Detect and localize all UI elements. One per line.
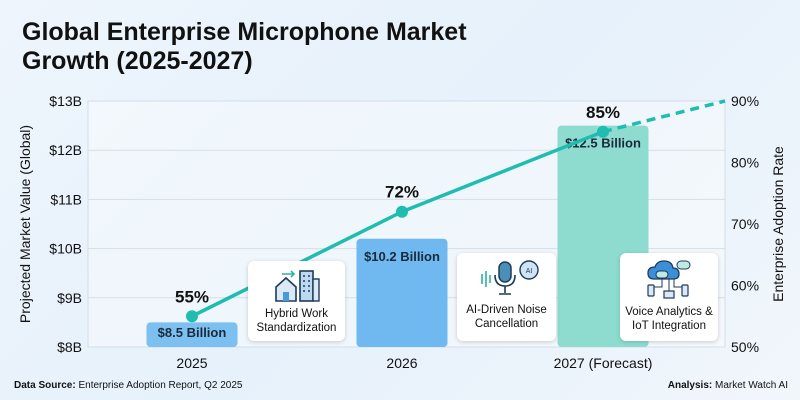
x-tick-label: 2025 <box>176 355 207 371</box>
microphone-ai-icon: AI <box>480 260 539 295</box>
y-left-tick-label: $12B <box>49 142 82 158</box>
x-tick-label: 2026 <box>386 355 417 371</box>
home-office-building-icon <box>274 270 320 302</box>
y-left-tick-label: $9B <box>57 290 82 306</box>
y-right-tick-label: 90% <box>731 93 759 109</box>
analysis-credit: Analysis: Market Watch AI <box>668 380 788 391</box>
adoption-point <box>597 125 609 138</box>
analysis-label: Analysis: <box>667 380 713 391</box>
y-left-tick-label: $10B <box>49 241 82 257</box>
adoption-point <box>186 310 198 323</box>
y-right-axis-title: Enterprise Adoption Rate <box>770 146 786 302</box>
callout-voice-iot: Voice Analytics & IoT Integration <box>620 253 718 341</box>
y-left-tick-label: $8B <box>57 339 82 355</box>
callout-label: Hybrid Work Standardization <box>256 308 337 334</box>
data-source: Data Source: Enterprise Adoption Report,… <box>14 380 242 391</box>
callout-ai-noise: AI AI-Driven Noise Cancellation <box>457 253 556 341</box>
svg-text:AI: AI <box>525 268 532 275</box>
cloud-devices-icon <box>647 260 691 299</box>
data-source-text: Enterprise Adoption Report, Q2 2025 <box>78 380 243 391</box>
y-right-tick-label: 50% <box>731 339 759 355</box>
y-right-tick-label: 60% <box>731 278 759 294</box>
chart-title: Global Enterprise Microphone Market Grow… <box>22 18 467 75</box>
bar-value-label: $10.2 Billion <box>364 249 440 264</box>
y-left-tick-label: $11B <box>50 191 82 207</box>
bar <box>146 322 238 347</box>
adoption-point-label: 72% <box>385 183 419 202</box>
x-tick-label: 2027 (Forecast) <box>554 355 653 371</box>
adoption-projection-line <box>602 99 726 134</box>
bar <box>356 238 448 347</box>
y-right-tick-label: 80% <box>731 155 759 171</box>
bar-value-label: $8.5 Billion <box>158 325 227 340</box>
y-left-tick-label: $13B <box>49 93 82 109</box>
callout-label: AI-Driven Noise Cancellation <box>466 304 547 330</box>
adoption-point <box>396 205 408 218</box>
data-source-label: Data Source: <box>14 380 76 391</box>
analysis-text: Market Watch AI <box>715 380 788 391</box>
adoption-point-label: 85% <box>586 103 620 122</box>
adoption-point-label: 55% <box>175 287 209 306</box>
callout-hybrid-work: Hybrid Work Standardization <box>248 261 345 341</box>
y-right-tick-label: 70% <box>731 216 759 232</box>
y-left-axis-title: Projected Market Value (Global) <box>17 125 33 323</box>
callout-label: Voice Analytics & IoT Integration <box>625 306 713 332</box>
